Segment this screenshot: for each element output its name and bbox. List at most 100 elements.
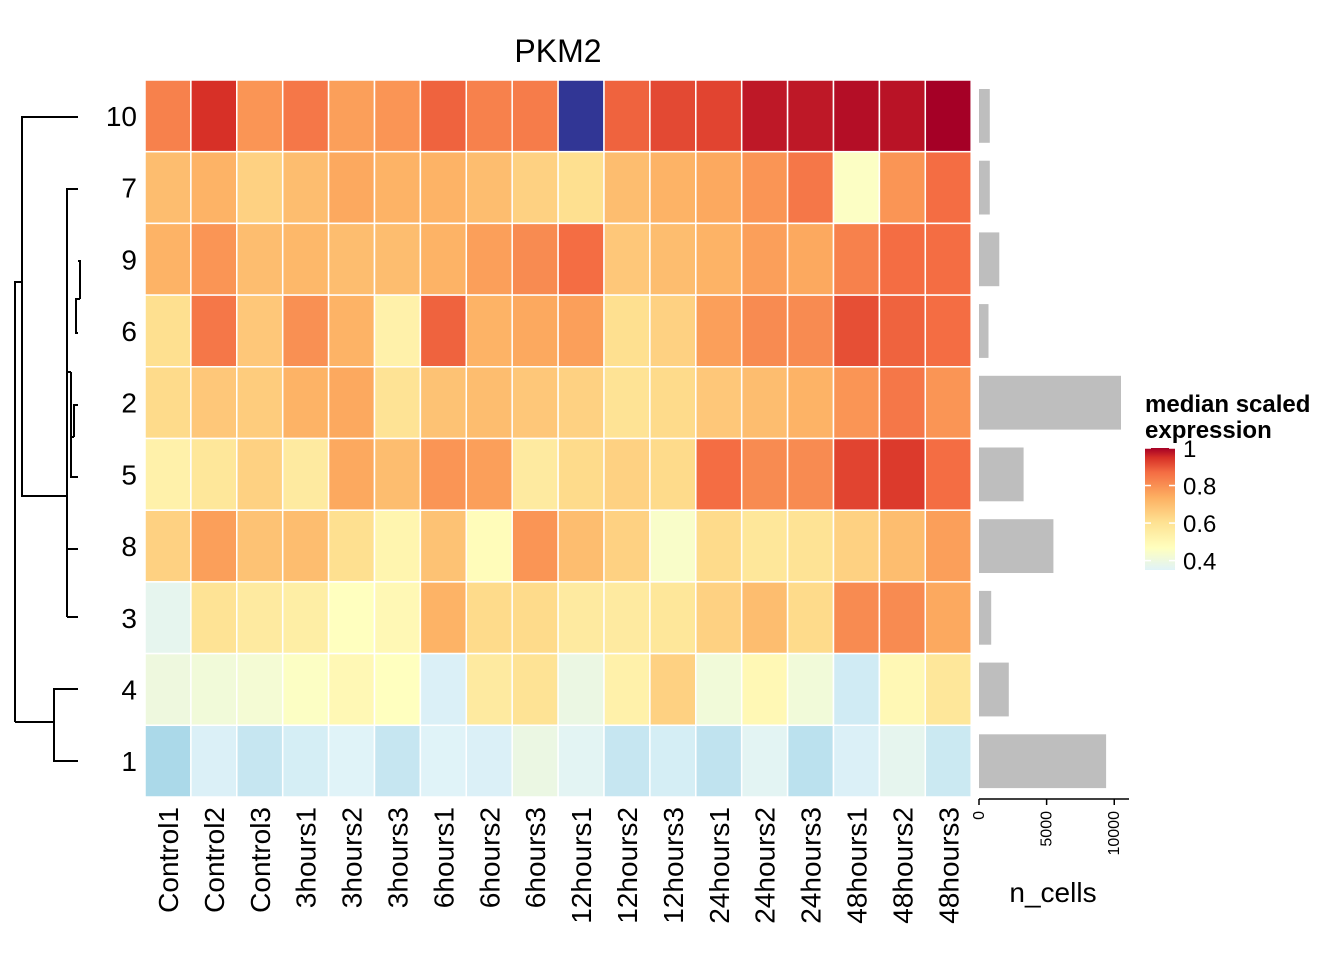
row-label: 2 [121,388,137,419]
column-label: 12hours1 [566,807,597,924]
column-labels: Control1 Control2 Control3 3hours1 3hours2 3h… [153,807,964,924]
heatmap-cell [281,581,330,655]
heatmap-cell [557,294,605,368]
heatmap-cell [511,222,559,296]
heatmap-cell [373,150,422,225]
row-label: 5 [121,459,137,490]
heatmap-cell [878,581,927,655]
heatmap-cell [190,222,238,296]
heatmap-cell [144,150,192,225]
heatmap-cell [649,366,697,440]
heatmap-cell [649,150,697,225]
heatmap-cell [511,581,559,655]
heatmap-cell [511,509,559,583]
heatmap-cell [557,79,605,153]
heatmap-cell [281,294,330,368]
column-label: 3hours2 [337,807,368,908]
heatmap-cell [740,294,789,368]
heatmap-cell [649,294,697,368]
heatmap-cell [786,509,835,583]
heatmap-cell [557,652,605,727]
heatmap-cell [465,294,513,368]
heatmap-cell [603,652,651,727]
dendro-branch [14,281,22,722]
heatmap-cell [465,437,513,511]
heatmap-cell [740,366,789,440]
heatmap-cell [465,509,513,583]
heatmap-cell [281,652,330,727]
heatmap-cell [832,366,881,440]
heatmap-cell [878,294,927,368]
heatmap-cell [281,509,330,583]
heatmap-cell [603,724,651,798]
legend-tick-label: 0.4 [1183,549,1216,576]
column-label: 6hours2 [474,807,505,908]
n-cells-axis: 0 5000 10000 [971,798,1129,856]
heatmap-cell [373,366,422,440]
heatmap-cell [419,652,468,727]
heatmap-cell [878,437,927,511]
n-cells-bar [979,519,1054,573]
heatmap-cell [511,79,559,153]
heatmap-cell [603,79,651,153]
dendro-branch [66,548,78,617]
dendro-branch [53,688,78,762]
heatmap-cell [281,222,330,296]
heatmap-cell [603,294,651,368]
heatmap-cell [327,652,376,727]
heatmap-cell [144,222,192,296]
heatmap-cell [786,652,835,727]
chart-title: PKM2 [514,33,601,69]
row-label: 7 [121,173,137,204]
heatmap-cell [832,581,881,655]
heatmap-cell [740,652,789,727]
heatmap-cell [786,150,835,225]
heatmap-cell [511,652,559,727]
heatmap-cell [786,437,835,511]
heatmap-cell [557,581,605,655]
heatmap-cell [373,652,422,727]
heatmap-cell [924,150,972,225]
heatmap-cell [740,581,789,655]
heatmap-cell [190,366,238,440]
row-label: 10 [106,101,137,132]
heatmap-cell [878,652,927,727]
heatmap-cell [740,222,789,296]
heatmap-cells [144,79,972,798]
heatmap-cell [465,581,513,655]
dendro-branch [78,260,81,299]
heatmap-cell [190,79,238,153]
heatmap-cell [695,581,743,655]
heatmap-cell [327,79,376,153]
dendro-branch [73,404,78,437]
heatmap-cell [327,294,376,368]
heatmap-cell [373,724,422,798]
heatmap-cell [603,509,651,583]
heatmap-cell [236,437,284,511]
heatmap-cell [465,79,513,153]
heatmap-cell [465,222,513,296]
column-label: Control2 [199,807,230,913]
heatmap-cell [236,652,284,727]
heatmap-cell [832,222,881,296]
heatmap-cell [649,437,697,511]
row-label: 6 [121,316,137,347]
dendro-branch [21,367,67,497]
legend-title-line2: expression [1145,417,1272,444]
heatmap-cell [924,437,972,511]
heatmap-cell [327,366,376,440]
heatmap-cell [878,150,927,225]
heatmap-cell [695,222,743,296]
column-label: 48hours3 [933,807,964,924]
n-cells-bar [979,89,990,143]
column-label: 3hours1 [291,807,322,908]
heatmap-cell [695,437,743,511]
column-label: Control1 [153,807,184,913]
heatmap-cell [740,437,789,511]
heatmap-cell [190,509,238,583]
heatmap-cell [327,437,376,511]
heatmap-cell [236,294,284,368]
heatmap-cell [557,437,605,511]
heatmap-cell [511,724,559,798]
column-label: 48hours1 [842,807,873,924]
